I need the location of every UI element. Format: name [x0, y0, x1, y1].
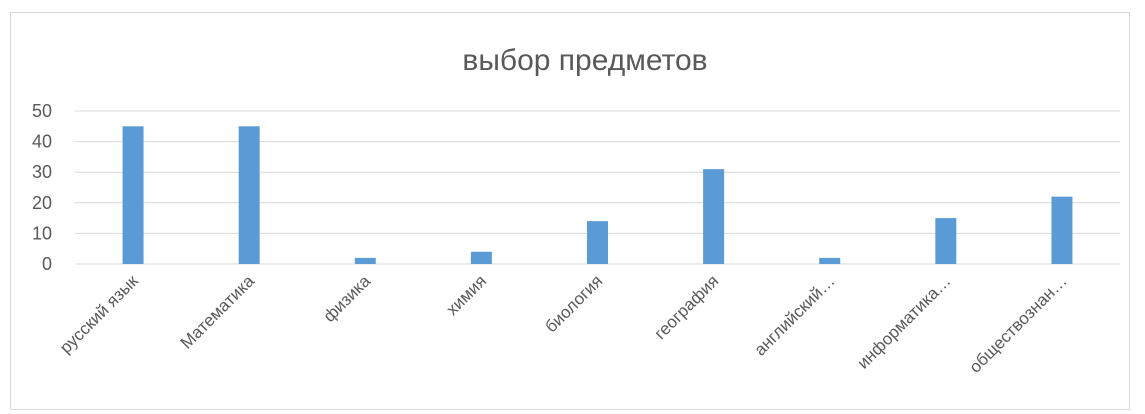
chart-title: выбор предметов — [462, 44, 707, 77]
bar-0 — [122, 126, 144, 264]
y-tick-label: 50 — [32, 101, 52, 121]
bar-1 — [238, 126, 260, 264]
bars — [122, 126, 1073, 264]
x-category-label: обществознан… — [966, 271, 1071, 376]
bar-3 — [470, 251, 492, 264]
y-tick-label: 30 — [32, 162, 52, 182]
x-category-label: английский… — [751, 271, 839, 359]
y-tick-label: 20 — [32, 193, 52, 213]
bar-6 — [819, 257, 841, 264]
x-category-label: физика — [320, 271, 375, 326]
x-category-label: химия — [443, 271, 491, 319]
bar-8 — [1051, 196, 1073, 264]
x-category-label: русский язык — [56, 271, 142, 357]
y-tick-label: 40 — [32, 132, 52, 152]
bar-2 — [354, 257, 376, 264]
bar-7 — [935, 218, 957, 264]
chart-area — [10, 12, 1130, 410]
x-category-label: Математика — [177, 271, 259, 353]
y-tick-label: 0 — [42, 254, 52, 274]
bar-4 — [587, 221, 608, 264]
x-category-label: география — [651, 271, 723, 343]
x-category-label: биология — [541, 271, 606, 336]
bar-5 — [703, 169, 725, 264]
x-axis-categories: русский язык Математика физика химия биологи… — [56, 271, 1071, 377]
x-category-label: информатика… — [853, 271, 954, 372]
y-tick-label: 10 — [32, 223, 52, 243]
y-axis-ticks: 0 10 20 30 40 50 — [32, 101, 52, 274]
